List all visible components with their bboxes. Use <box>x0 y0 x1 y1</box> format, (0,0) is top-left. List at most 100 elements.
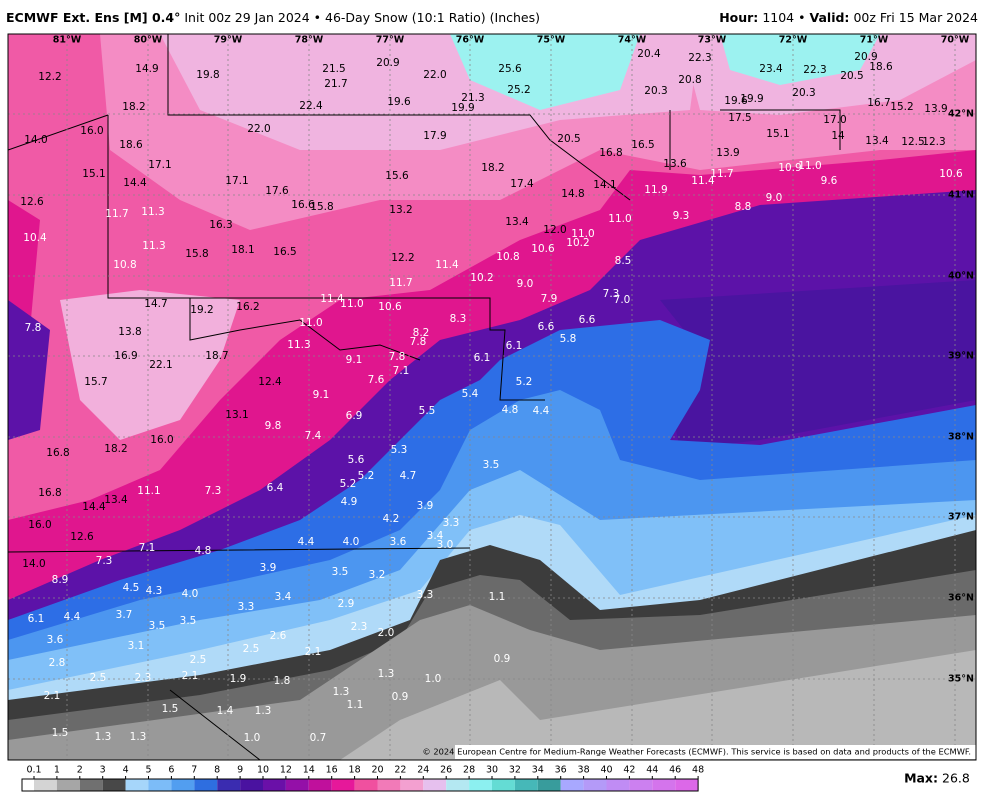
value-label: 3.5 <box>180 615 197 627</box>
lon-label: 76°W <box>456 35 485 46</box>
value-label: 15.1 <box>82 168 105 180</box>
value-label: 4.4 <box>64 611 81 623</box>
value-label: 5.2 <box>340 478 357 490</box>
lon-label: 72°W <box>779 35 808 46</box>
value-label: 8.3 <box>450 313 467 325</box>
colorbar-segment <box>446 779 470 791</box>
value-label: 10.4 <box>23 232 47 244</box>
value-label: 3.6 <box>390 536 407 548</box>
value-label: 3.3 <box>443 517 460 529</box>
value-label: 23.4 <box>759 63 783 75</box>
value-label: 1.0 <box>244 732 261 744</box>
colorbar-segment <box>125 779 149 791</box>
value-label: 4.4 <box>533 405 550 417</box>
value-label: 12.0 <box>543 224 566 236</box>
lon-label: 71°W <box>860 35 889 46</box>
value-label: 1.0 <box>425 673 442 685</box>
value-label: 22.0 <box>247 123 270 135</box>
value-label: 11.4 <box>320 293 344 305</box>
lat-label: 35°N <box>948 674 974 685</box>
map-frame <box>7 33 977 761</box>
value-label: 10.6 <box>939 168 963 180</box>
value-label: 14.0 <box>22 558 45 570</box>
value-label: 5.8 <box>560 333 577 345</box>
value-label: 15.6 <box>385 170 409 182</box>
value-label: 19.9 <box>740 93 763 105</box>
colorbar-segment <box>583 779 607 791</box>
value-label: 14.4 <box>123 177 147 189</box>
value-label: 11.9 <box>644 184 667 196</box>
hour-label: Hour: <box>719 10 758 25</box>
value-label: 2.6 <box>270 630 287 642</box>
value-label: 5.5 <box>419 405 436 417</box>
value-label: 2.5 <box>243 643 260 655</box>
value-label: 16.0 <box>80 125 103 137</box>
value-label: 14.1 <box>593 179 616 191</box>
value-label: 3.9 <box>417 500 434 512</box>
value-label: 14.0 <box>24 134 47 146</box>
value-label: 7.3 <box>205 485 222 497</box>
lat-label: 42°N <box>948 109 974 120</box>
value-label: 19.8 <box>196 69 219 81</box>
value-label: 11.3 <box>287 339 310 351</box>
value-label: 4.7 <box>400 470 417 482</box>
value-label: 3.3 <box>417 589 434 601</box>
lon-label: 78°W <box>295 35 324 46</box>
colorbar-label: 18 <box>349 765 361 776</box>
colorbar-segment <box>102 779 126 791</box>
value-label: 15.1 <box>766 128 789 140</box>
band <box>340 650 976 760</box>
value-label: 11.4 <box>691 175 715 187</box>
colorbar-segment <box>423 779 447 791</box>
value-label: 20.5 <box>840 70 863 82</box>
value-label: 5.2 <box>358 470 375 482</box>
value-label: 13.1 <box>225 409 248 421</box>
value-label: 0.9 <box>494 653 511 665</box>
value-label: 10.2 <box>470 272 493 284</box>
value-label: 1.5 <box>162 703 179 715</box>
state-border <box>167 34 631 201</box>
value-label: 16.5 <box>631 139 654 151</box>
value-label: 22.0 <box>423 69 446 81</box>
colorbar-label: 0.1 <box>26 765 41 776</box>
value-label: 2.5 <box>90 672 107 684</box>
value-label: 25.6 <box>498 63 522 75</box>
value-label: 7.8 <box>25 322 42 334</box>
value-label: 2.8 <box>49 657 66 669</box>
value-label: 11.0 <box>299 317 322 329</box>
value-label: 2.0 <box>378 627 395 639</box>
value-label: 3.6 <box>47 634 64 646</box>
value-label: 0.9 <box>392 691 409 703</box>
lat-label: 39°N <box>948 351 974 362</box>
value-label: 17.5 <box>728 112 751 124</box>
value-label: 9.1 <box>313 389 330 401</box>
colorbar-segment <box>194 779 218 791</box>
colorbar-label: 42 <box>623 765 635 776</box>
header-valid: Hour: 1104 • Valid: 00z Fri 15 Mar 2024 <box>719 10 978 25</box>
value-label: 12.2 <box>38 71 61 83</box>
value-label: 12.5 <box>901 136 924 148</box>
value-label: 11.1 <box>137 485 160 497</box>
value-label: 3.2 <box>369 569 386 581</box>
value-label: 25.2 <box>507 84 530 96</box>
value-label: 10.8 <box>496 251 519 263</box>
colorbar-segment <box>675 779 699 791</box>
colorbar-segment <box>171 779 195 791</box>
valid-value: 00z Fri 15 Mar 2024 <box>853 10 978 25</box>
colorbar-label: 38 <box>578 765 590 776</box>
value-label: 7.1 <box>393 365 410 377</box>
colorbar-label: 34 <box>532 765 544 776</box>
valid-label: Valid: <box>809 10 849 25</box>
value-label: 11.0 <box>340 298 363 310</box>
value-label: 2.1 <box>182 670 199 682</box>
value-label: 13.8 <box>118 326 141 338</box>
value-label: 6.1 <box>28 613 45 625</box>
value-label: 20.5 <box>557 133 580 145</box>
colorbar-segment <box>377 779 401 791</box>
colorbar-label: 7 <box>191 765 197 776</box>
value-label: 4.8 <box>195 545 212 557</box>
value-label: 11.7 <box>389 277 412 289</box>
value-label: 13.4 <box>104 494 128 506</box>
value-label: 3.9 <box>260 562 277 574</box>
